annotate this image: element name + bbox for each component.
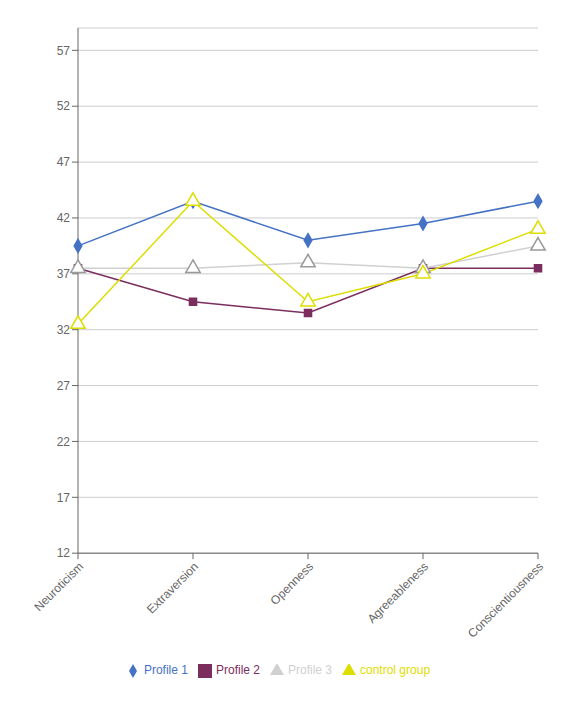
svg-text:Extraversion: Extraversion xyxy=(144,559,201,616)
html-text:Profile 2: Profile 2 xyxy=(216,663,260,678)
svg-text:Agreeableness: Agreeableness xyxy=(365,559,432,626)
svg-text:12: 12 xyxy=(57,546,71,560)
svg-text:47: 47 xyxy=(57,155,71,169)
html-text:Profile 3: Profile 3 xyxy=(288,663,332,678)
svg-text:32: 32 xyxy=(57,323,71,337)
svg-text:17: 17 xyxy=(57,491,71,505)
svg-text:Conscientiousness: Conscientiousness xyxy=(465,559,546,640)
svg-text:22: 22 xyxy=(57,435,71,449)
svg-text:Openness: Openness xyxy=(268,559,317,608)
svg-text:37: 37 xyxy=(57,267,71,281)
svg-text:27: 27 xyxy=(57,379,71,393)
svg-text:Neuroticism: Neuroticism xyxy=(31,559,86,614)
html-text:control group: control group xyxy=(360,663,431,678)
svg-text:42: 42 xyxy=(57,211,71,225)
html-text:Profile 1: Profile 1 xyxy=(143,663,188,678)
svg-text:57: 57 xyxy=(57,44,71,58)
svg-text:52: 52 xyxy=(57,99,71,113)
